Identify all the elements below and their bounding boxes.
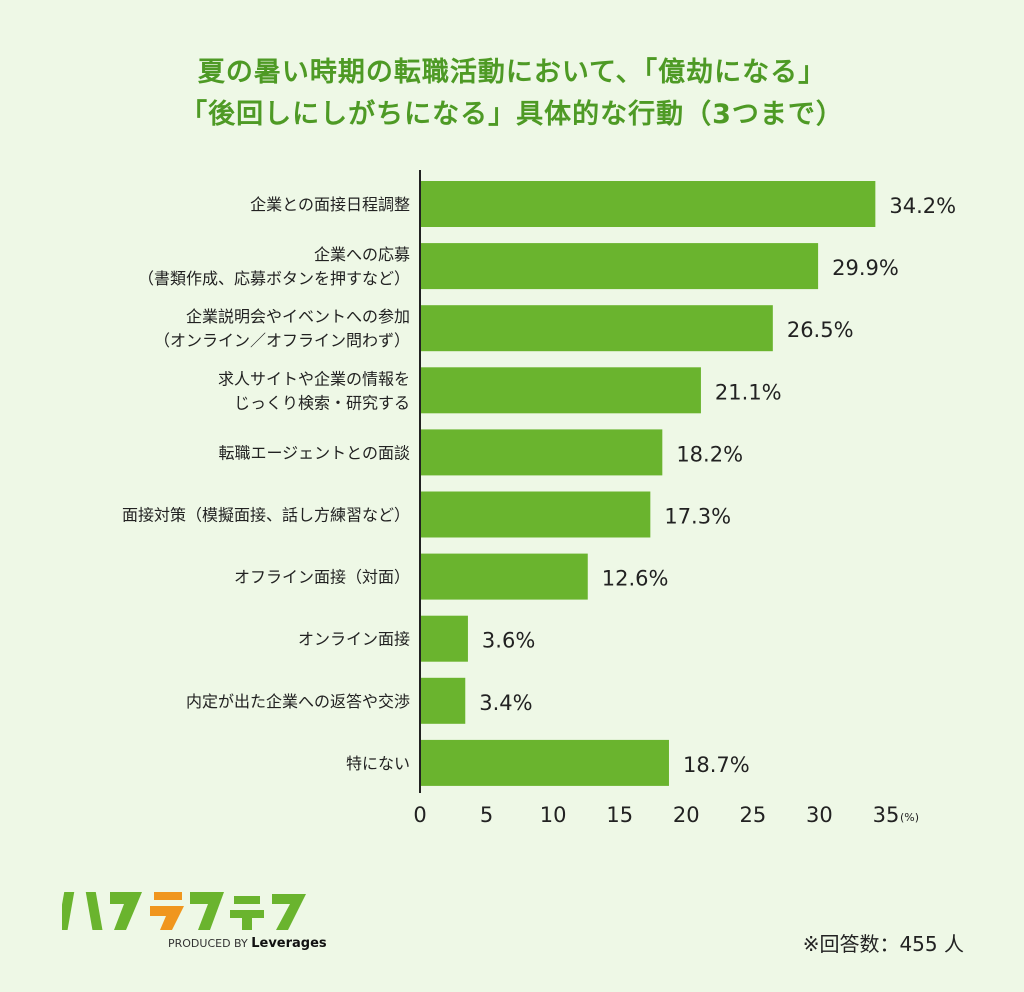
bar <box>420 553 588 600</box>
hataractive-logo <box>62 892 306 930</box>
data-label: 26.5% <box>787 318 854 342</box>
data-label: 18.2% <box>676 442 743 466</box>
data-label: 3.4% <box>479 691 532 715</box>
respondent-count: ※回答数：455 人 <box>802 932 964 956</box>
category-label: （書類作成、応募ボタンを押すなど） <box>138 269 410 288</box>
data-label: 18.7% <box>683 753 750 777</box>
category-label: 内定が出た企業への返答や交渉 <box>186 692 410 711</box>
category-label: じっくり検索・研究する <box>234 393 410 412</box>
x-unit-label: (%) <box>900 811 919 824</box>
category-label: 求人サイトや企業の情報を <box>218 369 410 388</box>
bar <box>420 739 669 786</box>
category-label: オフライン面接（対面） <box>234 568 410 587</box>
x-tick-label: 15 <box>606 803 633 827</box>
category-label: 企業への応募 <box>314 245 410 264</box>
data-label: 21.1% <box>715 380 782 404</box>
category-label: 企業との面接日程調整 <box>250 195 410 214</box>
category-label: 企業説明会やイベントへの参加 <box>186 307 410 326</box>
chart-title-line-2: 「後回しにしがちになる」具体的な行動（3つまで） <box>180 99 844 130</box>
data-label: 3.6% <box>482 629 535 653</box>
chart-title-line-1: 夏の暑い時期の転職活動において、「億劫になる」 <box>197 57 827 88</box>
x-tick-label: 30 <box>806 803 833 827</box>
category-label: 特にない <box>346 754 410 773</box>
x-tick-label: 0 <box>413 803 426 827</box>
category-label: 面接対策（模擬面接、話し方練習など） <box>122 506 410 525</box>
bar <box>420 491 651 538</box>
x-tick-label: 10 <box>540 803 567 827</box>
data-label: 12.6% <box>602 567 669 591</box>
x-tick-label: 25 <box>739 803 766 827</box>
bar <box>420 429 663 476</box>
produced-by-text: PRODUCED BY <box>168 937 248 950</box>
bar <box>420 677 466 724</box>
data-label: 17.3% <box>664 505 731 529</box>
category-label: （オンライン／オフライン問わず） <box>154 331 410 350</box>
category-label: 転職エージェントとの面談 <box>218 443 410 462</box>
bar <box>420 615 468 662</box>
bar-chart: 34.2% 企業との面接日程調整 29.9% 企業への応募 （書類作成、応募ボタンを押す… <box>122 170 956 827</box>
bar <box>420 243 819 290</box>
bar <box>420 305 773 352</box>
x-tick-label: 5 <box>480 803 493 827</box>
producer-credit: PRODUCED BY Leverages <box>168 936 327 951</box>
data-label: 29.9% <box>832 256 899 280</box>
x-tick-label: 35 <box>873 803 900 827</box>
bar <box>420 181 876 227</box>
category-label: オンライン面接 <box>298 630 410 649</box>
brand-name: Leverages <box>251 936 327 951</box>
x-tick-label: 20 <box>673 803 700 827</box>
data-label: 34.2% <box>889 194 956 218</box>
bar <box>420 367 701 414</box>
